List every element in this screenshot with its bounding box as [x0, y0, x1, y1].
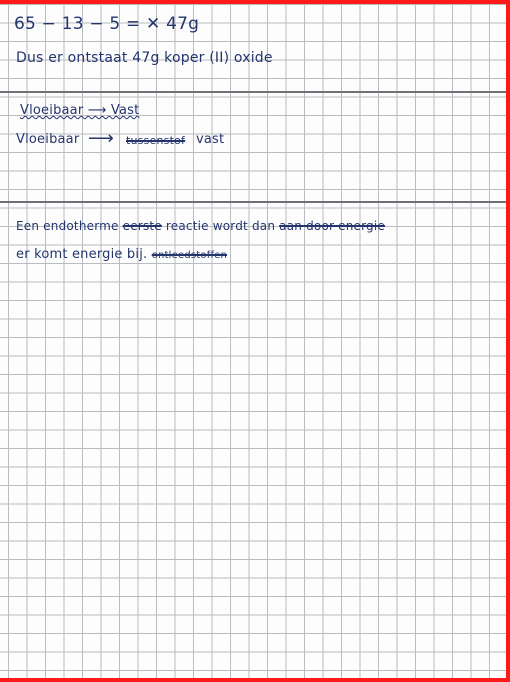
- top-border: [0, 0, 510, 4]
- line-text: reactie wordt dan: [166, 219, 275, 233]
- struck-word: ontleedstoffen: [152, 250, 227, 261]
- calculation-line: 65 − 13 − 5 = ✕ 47g: [14, 16, 199, 33]
- struck-word: eerste: [123, 219, 162, 233]
- struck-word: tussenstof: [126, 135, 185, 146]
- struck-phrase: aan door energie: [279, 219, 385, 233]
- answer-line-2: er komt energie bij. ontleedstoffen: [16, 248, 227, 261]
- phase-arrow: ⟶: [88, 130, 114, 148]
- bottom-border: [0, 678, 510, 682]
- phase-from: Vloeibaar: [16, 133, 79, 146]
- scribbled-line: Vloeibaar ⟶ Vast: [20, 104, 139, 117]
- right-border: [506, 0, 510, 682]
- section-divider: [0, 91, 506, 93]
- phase-to: vast: [196, 133, 224, 146]
- line-text: Een endotherme: [16, 219, 119, 233]
- section-divider: [0, 201, 506, 203]
- answer-sentence: Dus er ontstaat 47g koper (II) oxide: [16, 51, 273, 65]
- answer-line-1: Een endotherme eerste reactie wordt dan …: [16, 220, 385, 232]
- line-text: er komt energie bij.: [16, 247, 147, 262]
